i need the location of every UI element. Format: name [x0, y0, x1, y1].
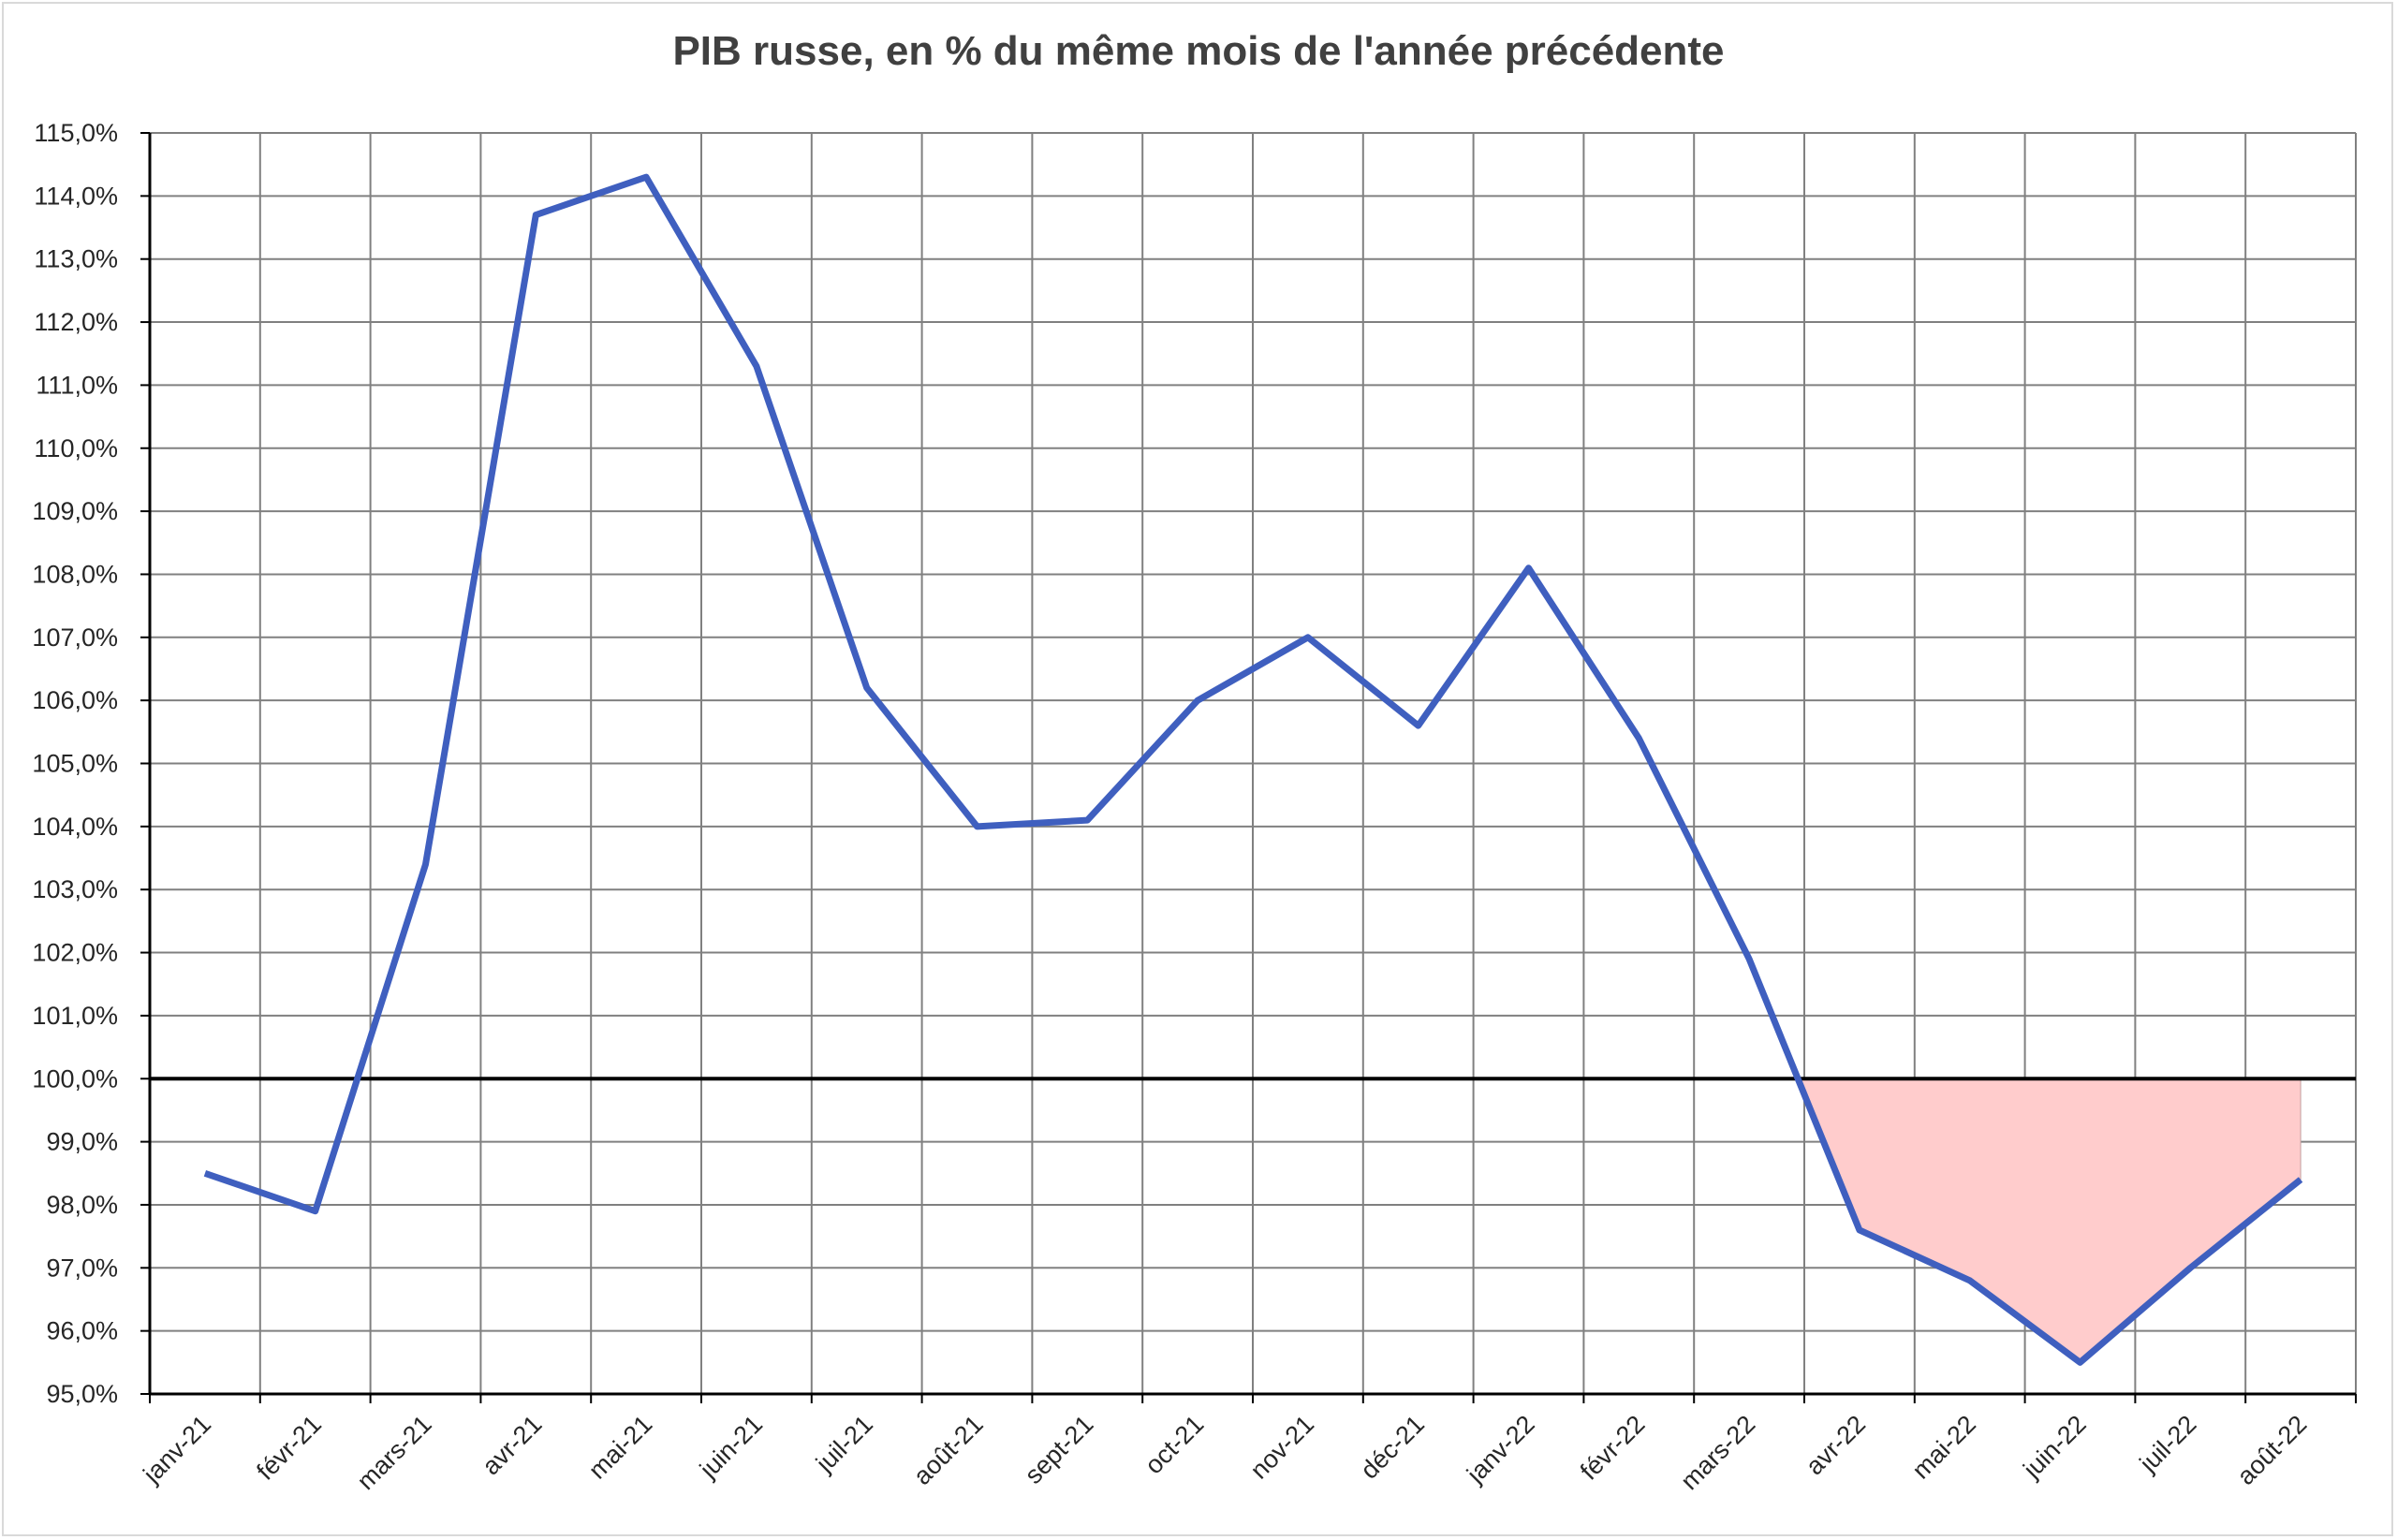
- x-tick-label: févr-22: [1575, 1410, 1651, 1486]
- x-tick-label: janv-21: [138, 1410, 217, 1489]
- x-tick-label: juin-22: [2018, 1410, 2092, 1484]
- x-tick-label: mai-21: [583, 1410, 658, 1485]
- y-tick-label: 112,0%: [34, 308, 118, 336]
- x-tick-label: juil-21: [810, 1410, 878, 1478]
- gdp-series-line: [203, 173, 2303, 1366]
- y-tick-label: 107,0%: [32, 623, 118, 652]
- below-100-shaded-area: [1797, 1078, 2301, 1363]
- y-tick-label: 111,0%: [36, 371, 118, 399]
- chart-title: PIB russe, en % du même mois de l'année …: [672, 28, 1725, 74]
- x-tick-label: mars-21: [352, 1410, 437, 1495]
- x-tick-label: sept-21: [1020, 1410, 1099, 1489]
- x-tick-label: mars-22: [1675, 1410, 1760, 1495]
- y-tick-label: 105,0%: [32, 750, 118, 778]
- y-tick-label: 108,0%: [32, 560, 118, 588]
- x-tick-label: août-22: [2231, 1410, 2312, 1490]
- y-tick-label: 110,0%: [34, 434, 118, 462]
- axes: [140, 132, 2357, 1403]
- y-tick-label: 106,0%: [32, 686, 118, 714]
- x-tick-label: août-21: [908, 1410, 989, 1490]
- x-tick-labels: janv-21 févr-21 mars-21 avr-21 mai-21 juin-21…: [138, 1410, 2313, 1495]
- x-tick-label: mai-22: [1906, 1410, 1981, 1485]
- y-tick-label: 115,0%: [34, 119, 118, 147]
- y-tick-label: 95,0%: [46, 1380, 118, 1408]
- x-tick-label: déc-21: [1355, 1410, 1430, 1485]
- x-tick-label: avr-21: [477, 1410, 547, 1480]
- y-tick-label: 99,0%: [46, 1128, 118, 1156]
- y-tick-label: 96,0%: [46, 1317, 118, 1345]
- y-tick-label: 98,0%: [46, 1191, 118, 1219]
- y-tick-label: 113,0%: [34, 245, 118, 273]
- y-tick-label: 101,0%: [32, 1002, 118, 1030]
- x-tick-label: juin-21: [694, 1410, 768, 1484]
- y-tick-label: 114,0%: [34, 182, 118, 210]
- x-tick-label: juil-22: [2134, 1410, 2202, 1478]
- y-tick-label: 103,0%: [32, 875, 118, 903]
- x-tick-label: janv-22: [1461, 1410, 1540, 1489]
- y-tick-label: 102,0%: [32, 939, 118, 967]
- y-tick-label: 97,0%: [46, 1254, 118, 1282]
- x-tick-label: avr-22: [1801, 1410, 1871, 1480]
- y-tick-label: 100,0%: [32, 1064, 118, 1093]
- y-tick-label: 104,0%: [32, 813, 118, 841]
- x-tick-label: oct-21: [1140, 1410, 1209, 1479]
- x-tick-label: nov-21: [1245, 1410, 1320, 1485]
- y-tick-labels: 95,0% 96,0% 97,0% 98,0% 99,0% 100,0% 101,0% 102…: [32, 119, 118, 1408]
- y-tick-label: 109,0%: [32, 497, 118, 525]
- x-tick-label: févr-21: [251, 1410, 327, 1486]
